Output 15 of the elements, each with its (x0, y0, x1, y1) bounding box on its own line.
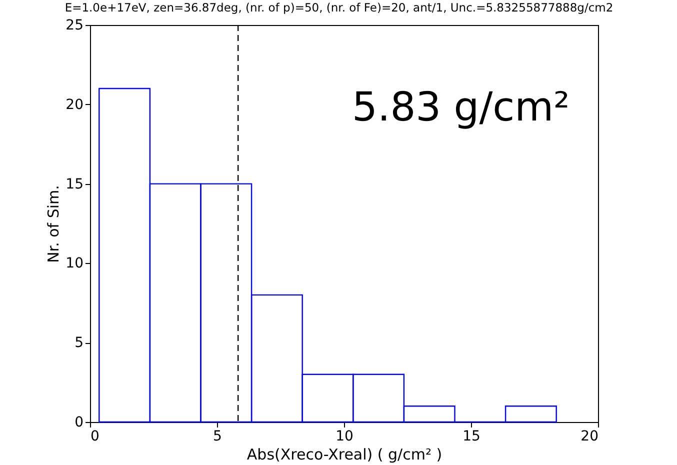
chart-title: E=1.0e+17eV, zen=36.87deg, (nr. of p)=50, (nr. of Fe)=20, ant/1, Unc.=5.83255877888g/cm2 (64, 0, 614, 14)
y-tick-label: 5 (74, 335, 84, 352)
x-tick-label: 10 (336, 428, 354, 444)
x-tick-label: 0 (90, 428, 100, 444)
y-tick-label: 0 (74, 414, 84, 430)
x-axis-title: Abs(Xreco-Xreal) ( g/cm² ) (246, 446, 442, 464)
annotation: 5.83 g/cm² (352, 84, 570, 130)
y-tick-label: 25 (66, 18, 84, 34)
y-tick-label: 10 (66, 256, 84, 272)
y-axis-title: Nr. of Sim. (44, 185, 63, 263)
x-tick-label: 20 (580, 428, 598, 444)
x-tick-label: 5 (213, 428, 222, 444)
y-tick-label: 15 (66, 176, 84, 192)
x-tick-label: 15 (462, 428, 480, 444)
y-tick-label: 20 (66, 96, 84, 113)
